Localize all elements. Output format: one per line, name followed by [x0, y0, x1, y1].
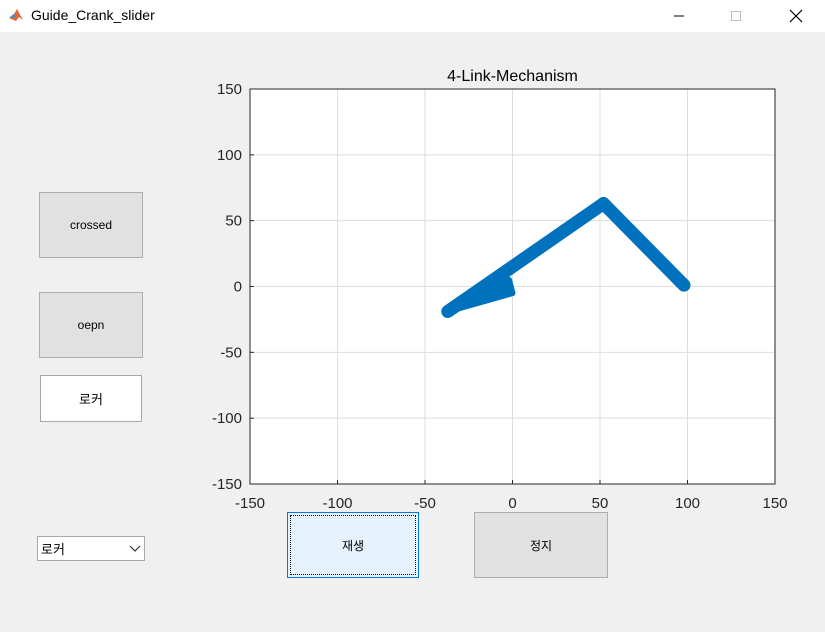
- crossed-button[interactable]: crossed: [39, 192, 143, 258]
- rocker-link: [597, 197, 691, 292]
- x-tick-label: 150: [762, 495, 787, 512]
- y-tick-label: 100: [217, 147, 242, 164]
- crank-link: [444, 276, 516, 315]
- window-title: Guide_Crank_slider: [31, 7, 155, 23]
- maximize-icon: [731, 11, 741, 21]
- play-button[interactable]: 재생: [287, 512, 419, 578]
- mode-dropdown[interactable]: 로커: [37, 536, 145, 561]
- x-tick-label: 50: [592, 495, 609, 512]
- mode-edit-value: 로커: [79, 393, 103, 408]
- y-tick-label: 150: [217, 81, 242, 98]
- y-tick-label: -150: [212, 476, 242, 493]
- mode-edit-field[interactable]: 로커: [40, 375, 142, 422]
- crossed-button-label: crossed: [69, 218, 113, 232]
- maximize-button[interactable]: [713, 0, 759, 32]
- stop-button-label: 정지: [529, 538, 553, 553]
- chevron-down-icon: [126, 537, 144, 560]
- y-tick-label: -50: [220, 344, 242, 361]
- x-tick-label: -150: [235, 495, 265, 512]
- x-tick-label: -50: [414, 495, 436, 512]
- title-bar: Guide_Crank_slider: [0, 0, 825, 32]
- minimize-button[interactable]: [656, 0, 702, 32]
- close-button[interactable]: [773, 0, 819, 32]
- stop-button[interactable]: 정지: [474, 512, 608, 578]
- y-tick-label: -100: [212, 410, 242, 427]
- open-button[interactable]: oepn: [39, 292, 143, 358]
- minimize-icon: [674, 15, 684, 17]
- grid-lines: [249, 88, 776, 485]
- matlab-icon: [8, 7, 24, 23]
- close-icon: [789, 9, 803, 23]
- plot-border: [249, 88, 776, 485]
- x-tick-label: 100: [675, 495, 700, 512]
- axes-title: 4-Link-Mechanism: [447, 68, 578, 85]
- y-tick-label: 0: [234, 279, 242, 296]
- x-tick-label: 0: [508, 495, 516, 512]
- x-tick-label: -100: [322, 495, 352, 512]
- mode-dropdown-value: 로커: [41, 543, 65, 558]
- x-tick-labels: -150 -100 -50 0 50 100 150: [235, 495, 788, 512]
- coupler-link: [441, 197, 610, 319]
- y-tick-label: 50: [225, 213, 242, 230]
- mechanism-links: [441, 197, 691, 319]
- focus-rectangle: [290, 515, 416, 575]
- play-button-label: 재생: [341, 538, 365, 553]
- open-button-label: oepn: [77, 318, 105, 332]
- plot-area: [250, 89, 775, 484]
- y-tick-labels: 150 100 50 0 -50 -100 -150: [212, 81, 242, 493]
